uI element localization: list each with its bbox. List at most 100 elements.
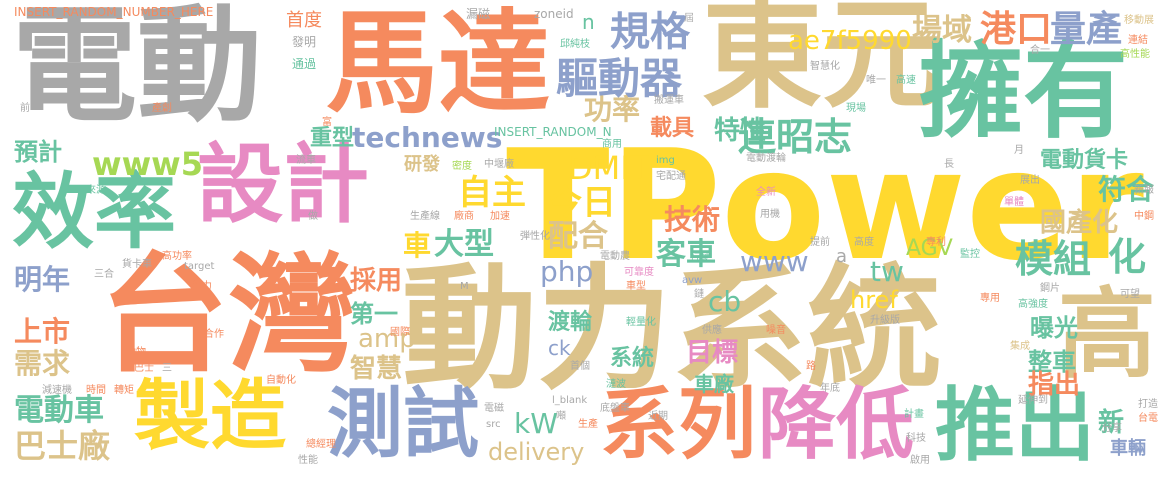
word-dong-wu: 動物 xyxy=(126,347,146,358)
word-shou-du: 首度 xyxy=(286,10,322,31)
word-zong-jing-li: 總經理 xyxy=(306,439,336,450)
word-jin-ri: 今日 xyxy=(548,183,616,223)
word-zhuan-li: 專利 xyxy=(926,237,946,248)
word-pei-he: 配合 xyxy=(548,219,608,254)
word-gao-su: 高速 xyxy=(896,75,916,86)
word-zheng-che: 整車 xyxy=(1028,348,1076,376)
word-qing-liang-hua: 輕量化 xyxy=(626,317,656,328)
word-zhi-hui-hua: 智慧化 xyxy=(810,61,840,72)
word-img: img xyxy=(656,155,675,166)
word-l-blank: l_blank xyxy=(552,395,588,406)
word-delivery: delivery xyxy=(488,438,585,466)
word-ji-shu: 技術 xyxy=(664,203,721,236)
word-tong-guo: 通過 xyxy=(292,57,317,71)
word-zhuan-ju: 轉矩 xyxy=(114,385,134,396)
word-gao-gong-lv: 高功率 xyxy=(162,251,192,262)
word-di-yi: 第一 xyxy=(350,300,398,328)
word-zoneid: zoneid xyxy=(534,7,574,21)
word-zuo: 做 xyxy=(308,211,318,222)
word-nian-di: 年底 xyxy=(820,383,840,394)
word-zhan-chu: 展出 xyxy=(1020,175,1040,186)
word-gong-ying: 供應 xyxy=(702,325,722,336)
word-wei-yi: 唯一 xyxy=(866,75,886,86)
word-jin-qi: 近期 xyxy=(648,411,668,422)
word-liu-che: 流車 xyxy=(296,155,316,166)
word-qi-yong: 啟用 xyxy=(910,455,930,466)
word-fu: 富 xyxy=(322,117,332,128)
word-xing-shi: 行駛 xyxy=(690,253,710,264)
word-jie: 屆 xyxy=(684,13,694,24)
word-dong-yuan: 東元 xyxy=(702,0,942,125)
word-tai-dian: 台電 xyxy=(1138,413,1158,424)
word-qiu-chun-zhi: 邱純枝 xyxy=(560,39,590,50)
word-he-yi: 合一 xyxy=(1030,45,1050,56)
word-lian: 鏈 xyxy=(694,289,704,300)
word-ke-ji: 科技 xyxy=(906,433,926,444)
word-ce-shi: 測試 xyxy=(327,379,479,468)
word-jia-su: 加速 xyxy=(490,211,510,222)
word-pu-guang: 曝光 xyxy=(1030,314,1078,342)
word-mu-biao: 目標 xyxy=(686,338,739,368)
word-zhang: 長 xyxy=(944,159,954,170)
word-zhi-zao: 製造 xyxy=(134,371,286,460)
word-ba-shi: 巴士 xyxy=(134,363,154,374)
word-sheng-chan: 生產 xyxy=(578,419,598,430)
word-xiao-lv: 效率 xyxy=(12,165,177,260)
word-ma-da: 馬達 xyxy=(326,0,550,129)
word-da-xing: 大型 xyxy=(434,227,494,262)
word-yan-shen-dao: 延伸到 xyxy=(1018,395,1048,406)
word-xing-neng: 性能 xyxy=(298,455,318,466)
word-jian-su-ji: 減速機 xyxy=(42,385,72,396)
word-du-lun: 渡輪 xyxy=(548,310,593,335)
word-chan-chuang: 產創 xyxy=(152,103,172,114)
word-chang-shang: 廠商 xyxy=(454,211,474,222)
word-che-xing: 車型 xyxy=(626,281,646,292)
word-che-chang: 車廠 xyxy=(694,372,734,396)
word-gang-pian: 鋼片 xyxy=(1040,283,1060,294)
word-src: src xyxy=(486,419,501,430)
word-sheng-ji-ban: 升級版 xyxy=(870,315,900,326)
word-di-pan-che: 底盤車 xyxy=(600,403,630,414)
word-ming-nian: 明年 xyxy=(14,263,71,296)
word-dian-dong-nong: 電動農 xyxy=(600,251,630,262)
word-insert-random-n: INSERT_RANDOM_N xyxy=(494,125,612,139)
word-jiang-di: 降低 xyxy=(758,380,915,470)
word-fu-he: 符合 xyxy=(1098,173,1155,206)
word-ke-che: 客車 xyxy=(656,237,716,272)
word-avw: avw xyxy=(682,275,703,286)
word-tpower: TPower xyxy=(506,117,1144,294)
word-zao-yin: 噪音 xyxy=(766,325,786,336)
word-gao-du: 高度 xyxy=(854,237,874,248)
word-yu-ji: 預計 xyxy=(14,138,62,166)
word-san-he: 三合 xyxy=(94,269,114,280)
word-agv: AGV xyxy=(906,236,953,261)
word-zhong-yan-chang: 中堰廠 xyxy=(484,159,514,170)
word-kw: kW xyxy=(514,407,558,440)
word-zhi-hui: 智慧 xyxy=(350,354,403,384)
word-liang-chan: 量產 xyxy=(1050,9,1123,50)
word-yan-fa: 研發 xyxy=(404,154,440,175)
word-ck: ck xyxy=(548,336,571,360)
word-zhong-xing: 重型 xyxy=(310,126,355,151)
word-ae7f5990: ae7f5990 xyxy=(788,26,912,56)
word-dmit: DMIT xyxy=(568,149,650,187)
word-a: a xyxy=(836,246,848,267)
word-qu-dong-qi: 驅動器 xyxy=(556,54,683,103)
word-cb: cb xyxy=(708,285,742,318)
word-fen-xiang: 分享 xyxy=(1102,423,1122,434)
word-shang-yong: 商用 xyxy=(602,139,622,150)
word-tw: tw xyxy=(870,255,904,288)
word-yi-dong-zhan: 移動展 xyxy=(1124,15,1154,26)
word-lian-jie: 連結 xyxy=(1128,35,1148,46)
word-da-zao: 打造 xyxy=(1138,399,1158,410)
word-ke-kao-du: 可靠度 xyxy=(624,267,654,278)
word-lu: 路 xyxy=(806,361,816,372)
word-she-ji: 設計 xyxy=(197,135,369,235)
word-gui-ge: 規格 xyxy=(610,9,690,55)
word-zhuan-yong: 專用 xyxy=(980,293,1000,304)
word-technews: technews xyxy=(352,121,503,154)
word-dian-dong-huo-ka: 電動貨卡 xyxy=(1040,148,1129,173)
word-yue: 月 xyxy=(1014,145,1024,156)
word-ke-wang: 可望 xyxy=(1120,289,1140,300)
word-ji-cheng: 集成 xyxy=(1010,341,1030,352)
